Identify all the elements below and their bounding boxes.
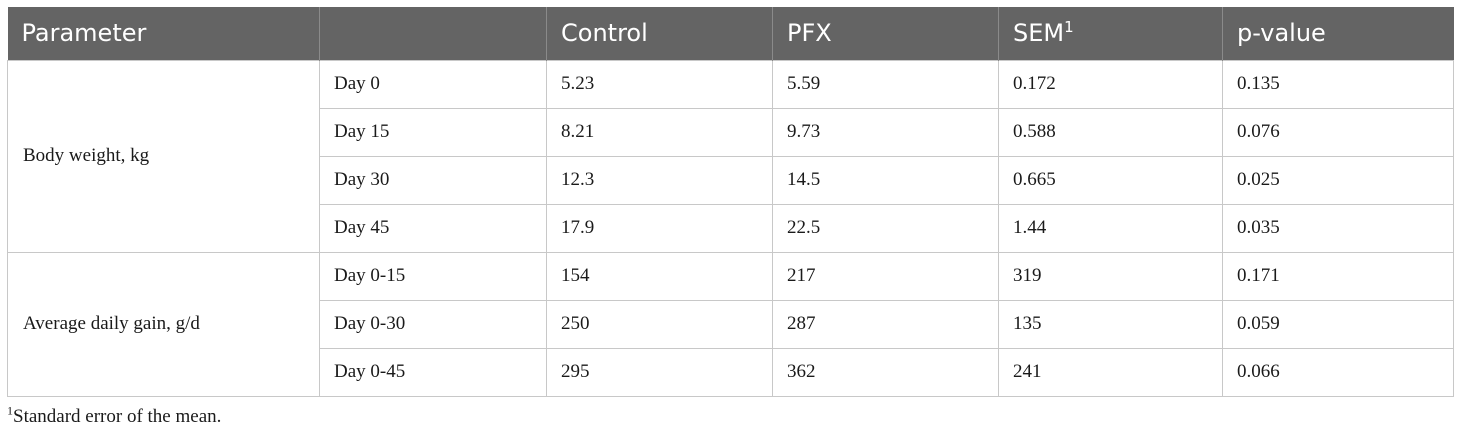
header-sem-footnote-marker: 1 (1064, 18, 1074, 37)
period-cell: Day 0-15 (319, 251, 547, 301)
header-sem-label: SEM (1013, 19, 1065, 48)
header-sem: SEM1 (998, 7, 1223, 60)
table-row: Average daily gain, g/d Day 0-15 154 217 319… (7, 251, 1454, 397)
period-cell: Day 0-45 (319, 347, 547, 397)
pfx-cell: 362 (772, 347, 999, 397)
table-row: Body weight, kg Day 0 5.23 5.59 0.172 0.135 (7, 59, 1454, 253)
parameter-cell: Body weight, kg (7, 59, 320, 253)
pfx-cell: 9.73 (772, 107, 999, 157)
pfx-cell: 22.5 (772, 203, 999, 253)
table-row: Day 30 12.3 14.5 0.665 0.025 (8, 155, 1454, 205)
control-cell: 17.9 (546, 203, 773, 253)
table-footnote: 1Standard error of the mean. (7, 403, 222, 428)
period-cell: Day 15 (319, 107, 547, 157)
sem-cell: 319 (998, 251, 1223, 301)
parameter-cell: Average daily gain, g/d (7, 251, 320, 397)
p-value-cell: 0.135 (1222, 59, 1454, 109)
control-cell: 12.3 (546, 155, 773, 205)
sem-cell: 0.172 (998, 59, 1223, 109)
sem-cell: 135 (998, 299, 1223, 349)
control-cell: 295 (546, 347, 773, 397)
p-value-cell: 0.171 (1222, 251, 1454, 301)
p-value-cell: 0.035 (1222, 203, 1454, 253)
footnote-marker: 1 (7, 403, 13, 418)
p-value-cell: 0.066 (1222, 347, 1454, 397)
table-row: Day 15 8.21 9.73 0.588 0.076 (8, 107, 1454, 157)
header-control: Control (546, 7, 773, 60)
table-header-row: Parameter Control PFX SEM1 p-value (7, 7, 1454, 60)
header-p-value: p-value (1222, 7, 1454, 60)
pfx-cell: 287 (772, 299, 999, 349)
pfx-cell: 5.59 (772, 59, 999, 109)
footnote-text: Standard error of the mean. (13, 406, 222, 427)
control-cell: 250 (546, 299, 773, 349)
sem-cell: 1.44 (998, 203, 1223, 253)
sem-cell: 241 (998, 347, 1223, 397)
sem-cell: 0.588 (998, 107, 1223, 157)
table-row: Day 0-45 295 362 241 0.066 (8, 347, 1454, 397)
p-value-cell: 0.025 (1222, 155, 1454, 205)
table-body: Body weight, kg Day 0 5.23 5.59 0.172 0.135 Da… (7, 59, 1454, 397)
period-cell: Day 0 (319, 59, 547, 109)
table-row: Day 0-30 250 287 135 0.059 (8, 299, 1454, 349)
table-row: Day 45 17.9 22.5 1.44 0.035 (8, 203, 1454, 253)
period-cell: Day 0-30 (319, 299, 547, 349)
header-parameter: Parameter (21, 19, 147, 48)
control-cell: 8.21 (546, 107, 773, 157)
results-table: Parameter Control PFX SEM1 p-value Body … (7, 7, 1454, 397)
sem-cell: 0.665 (998, 155, 1223, 205)
pfx-cell: 14.5 (772, 155, 999, 205)
p-value-cell: 0.076 (1222, 107, 1454, 157)
header-pfx: PFX (772, 7, 999, 60)
period-cell: Day 30 (319, 155, 547, 205)
pfx-cell: 217 (772, 251, 999, 301)
p-value-cell: 0.059 (1222, 299, 1454, 349)
control-cell: 154 (546, 251, 773, 301)
period-cell: Day 45 (319, 203, 547, 253)
results-table-container: Parameter Control PFX SEM1 p-value Body … (7, 7, 1454, 397)
control-cell: 5.23 (546, 59, 773, 109)
header-period (319, 7, 547, 60)
